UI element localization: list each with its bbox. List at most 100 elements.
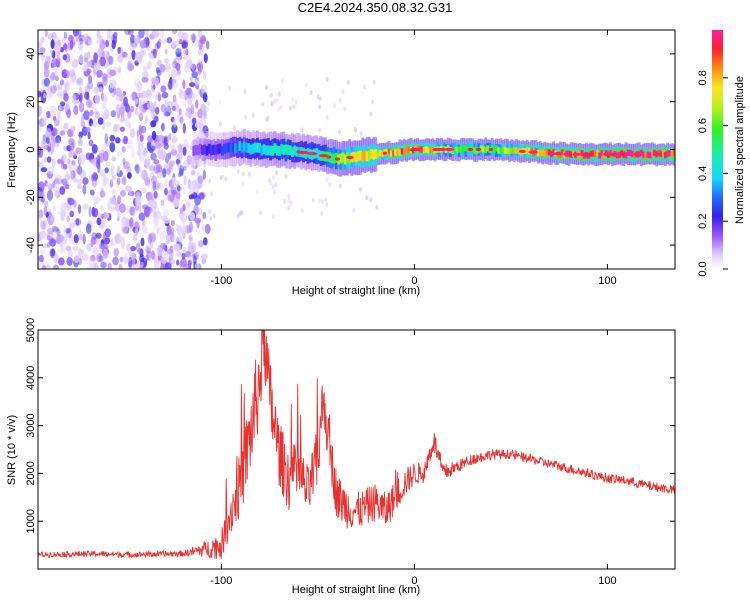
- noise-blob: [191, 242, 197, 253]
- noise-blob: [116, 211, 121, 219]
- signal-peak: [528, 150, 538, 154]
- noise-blob: [151, 130, 157, 141]
- noise-blob: [188, 221, 194, 233]
- x-tick-label: -100: [210, 275, 232, 287]
- noise-blob: [93, 256, 97, 267]
- noise-blob: [343, 106, 347, 112]
- noise-blob: [170, 186, 178, 195]
- noise-blob: [38, 181, 45, 192]
- signal-core: [354, 152, 358, 163]
- noise-blob: [100, 261, 107, 269]
- noise-blob: [353, 126, 357, 132]
- noise-blob: [125, 116, 130, 127]
- noise-blob: [156, 171, 163, 179]
- signal-core: [203, 144, 207, 155]
- noise-blob: [195, 99, 199, 109]
- signal-core: [216, 144, 220, 155]
- noise-blob: [120, 189, 126, 197]
- noise-blob: [65, 245, 71, 251]
- signal-core: [653, 149, 656, 156]
- noise-blob: [175, 243, 182, 252]
- noise-blob: [159, 231, 164, 242]
- noise-blob: [284, 174, 288, 180]
- noise-blob: [154, 77, 160, 86]
- noise-blob: [82, 65, 88, 72]
- signal-core: [269, 145, 272, 156]
- noise-blob: [194, 79, 200, 86]
- signal-core: [194, 144, 198, 155]
- noise-blob: [73, 234, 79, 244]
- noise-blob: [121, 176, 127, 186]
- signal-core: [484, 146, 487, 154]
- noise-blob: [186, 87, 193, 99]
- noise-blob: [176, 69, 181, 76]
- noise-blob: [321, 199, 324, 205]
- noise-blob: [75, 218, 80, 226]
- noise-blob: [105, 39, 110, 48]
- noise-blob: [45, 128, 52, 138]
- noise-blob: [110, 241, 117, 247]
- noise-blob: [97, 48, 103, 59]
- noise-blob: [164, 62, 171, 73]
- noise-blob: [45, 55, 51, 65]
- noise-blob: [96, 253, 103, 263]
- noise-blob: [170, 258, 175, 265]
- signal-core: [238, 141, 242, 152]
- noise-blob: [131, 146, 136, 158]
- noise-blob: [47, 156, 52, 163]
- noise-blob: [118, 106, 125, 116]
- signal-core: [199, 143, 202, 154]
- noise-blob: [102, 248, 109, 259]
- noise-blob: [153, 215, 158, 224]
- noise-blob: [152, 101, 157, 109]
- noise-blob: [134, 221, 139, 229]
- noise-blob: [77, 183, 83, 190]
- noise-blob: [61, 36, 69, 44]
- noise-blob: [93, 156, 99, 168]
- noise-blob: [359, 131, 363, 137]
- signal-core: [236, 143, 240, 154]
- noise-blob: [78, 94, 82, 102]
- signal-core: [664, 152, 667, 159]
- signal-core: [545, 148, 549, 155]
- snr-series-line: [38, 330, 675, 560]
- noise-blob: [162, 249, 168, 259]
- noise-blob: [320, 210, 324, 216]
- noise-blob: [177, 31, 184, 38]
- noise-blob: [73, 177, 78, 183]
- noise-blob: [167, 101, 173, 108]
- noise-blob: [179, 207, 184, 215]
- noise-blob: [135, 92, 143, 99]
- noise-blob: [150, 250, 155, 260]
- noise-blob: [92, 262, 98, 269]
- noise-blob: [119, 203, 126, 214]
- noise-blob: [51, 58, 58, 68]
- noise-blob: [39, 230, 47, 239]
- signal-core: [389, 150, 393, 157]
- colorbar-tick-label: 0.6: [697, 118, 709, 133]
- noise-blob: [151, 112, 155, 119]
- noise-blob: [63, 92, 69, 102]
- snr-x-ticks: -100 0 100: [210, 330, 617, 587]
- signal-core: [245, 142, 248, 153]
- noise-blob: [188, 234, 193, 241]
- noise-blob: [369, 197, 373, 203]
- noise-blob: [46, 182, 52, 189]
- signal-peak: [553, 152, 563, 156]
- signal-core: [405, 146, 408, 153]
- noise-blob: [110, 199, 118, 206]
- noise-blob: [105, 121, 112, 127]
- noise-blob: [163, 217, 170, 224]
- noise-blob: [63, 163, 68, 170]
- noise-blob: [85, 223, 92, 234]
- noise-blob: [62, 72, 68, 79]
- noise-blob: [177, 143, 183, 154]
- noise-blob: [84, 91, 89, 100]
- noise-blob: [124, 185, 132, 192]
- noise-blob: [134, 60, 139, 66]
- noise-blob: [201, 224, 207, 232]
- noise-blob: [166, 37, 173, 44]
- noise-blob: [289, 200, 293, 206]
- noise-blob: [62, 54, 67, 61]
- noise-blob: [91, 144, 98, 154]
